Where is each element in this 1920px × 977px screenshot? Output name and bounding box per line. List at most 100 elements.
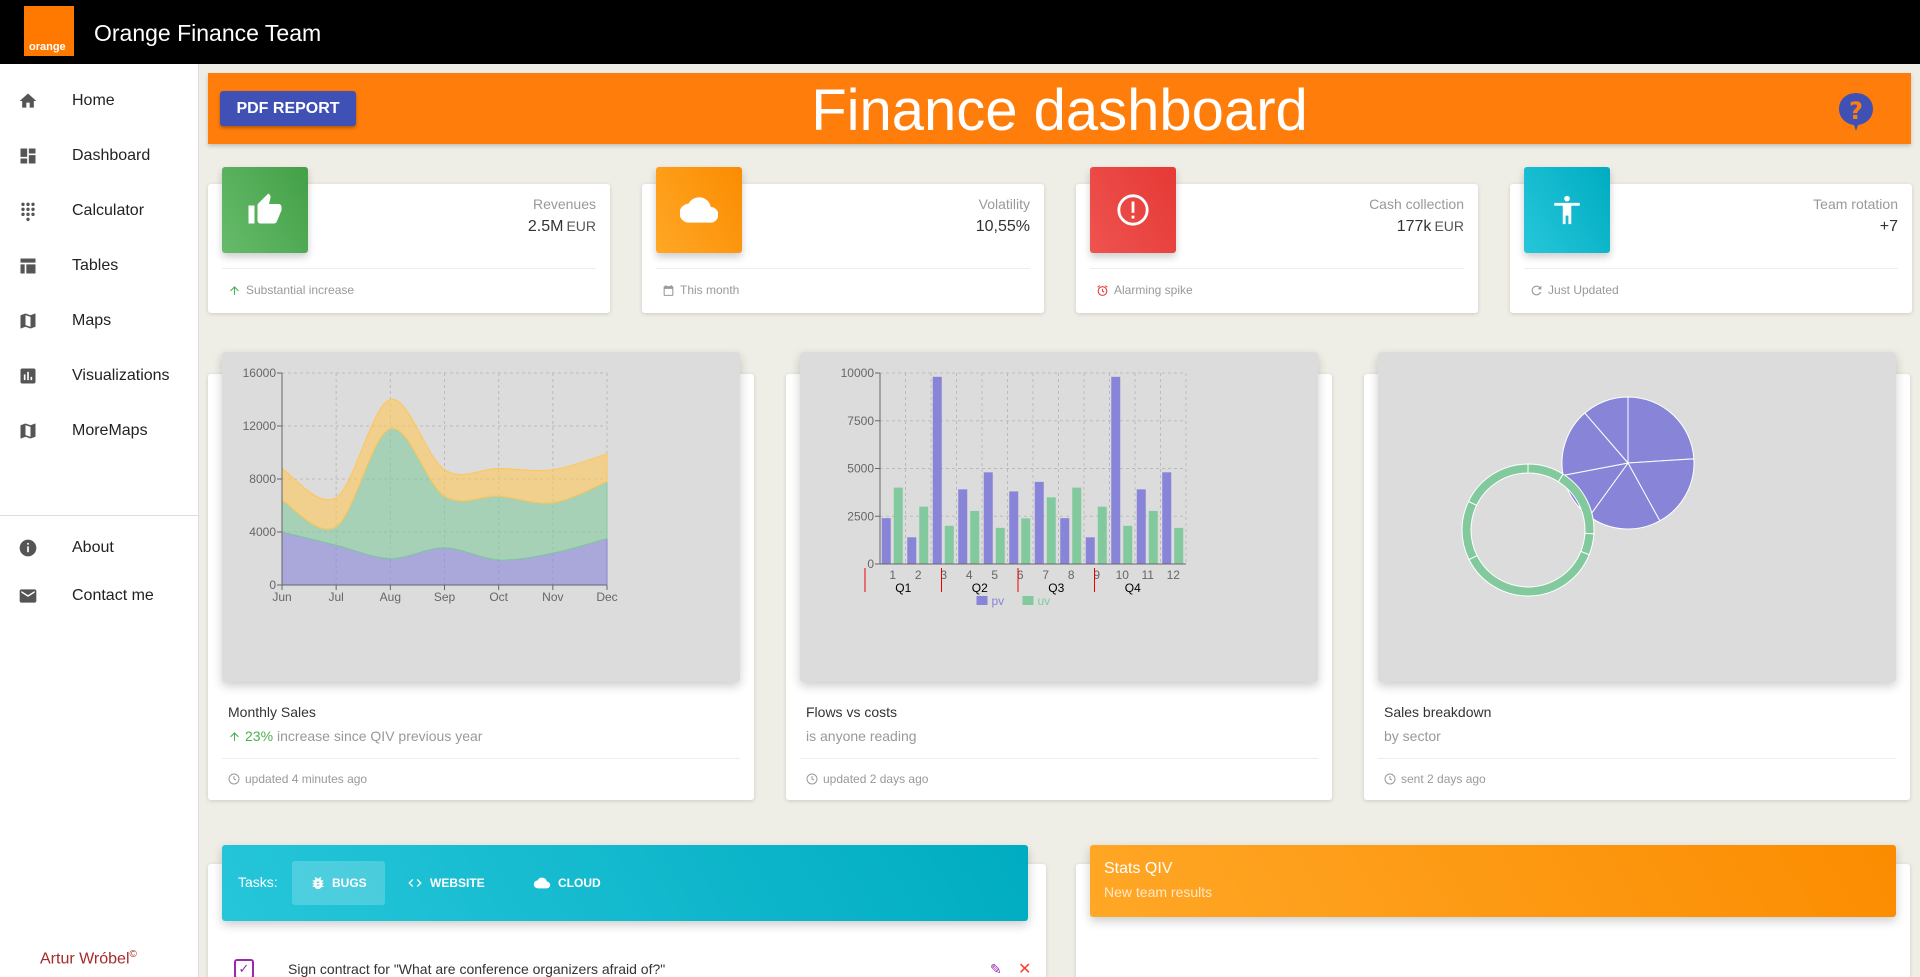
tab-cloud[interactable]: CLOUD: [514, 861, 619, 905]
chart-subtitle-text: by sector: [1384, 728, 1441, 744]
edit-icon[interactable]: ✎: [990, 960, 1002, 977]
chart-footer-text: updated 2 days ago: [823, 772, 929, 786]
bar-pv: [1060, 518, 1070, 564]
stats-qiv-header: Stats QIV New team results: [1090, 845, 1896, 917]
stat-card-team-rotation: Team rotation +7 Just Updated: [1510, 167, 1912, 313]
sidebar-item-visualizations[interactable]: Visualizations: [0, 354, 199, 398]
stat-unit: EUR: [566, 218, 596, 234]
quarter-label: Q1: [895, 581, 911, 595]
x-tick-label: Nov: [542, 590, 563, 604]
table-icon: [20, 258, 36, 274]
sidebar-item-home[interactable]: Home: [0, 79, 199, 123]
divider: [656, 268, 1030, 269]
tasks-header: Tasks: BUGS WEBSITE CLOUD: [222, 845, 1028, 921]
sidebar-item-dashboard[interactable]: Dashboard: [0, 134, 199, 178]
bar-uv: [1123, 525, 1133, 564]
chart-area: 0 2500 5000 7500 10000 1 2 3 4 5 6 7 8 9 10 11 12 Q1 Q2 Q3 Q…: [800, 352, 1318, 682]
bar-uv: [944, 525, 954, 564]
stat-footer-text: Just Updated: [1548, 283, 1619, 297]
bar-uv: [1021, 518, 1031, 564]
divider: [222, 268, 596, 269]
pie-slice: [1527, 463, 1564, 483]
task-text: Sign contract for "What are conference o…: [288, 961, 666, 977]
bar-pv: [1111, 376, 1121, 564]
accessibility-icon: [1554, 195, 1580, 225]
bar-uv: [1097, 506, 1107, 564]
chart-subtitle-pct: 23%: [245, 728, 274, 744]
stat-value: 177k EUR: [1397, 218, 1464, 236]
code-icon: [408, 879, 422, 887]
pie-chart: [1461, 396, 1695, 597]
bar-uv: [1072, 487, 1082, 564]
clock-icon: [228, 773, 240, 785]
stat-number: +7: [1879, 218, 1898, 235]
sidebar-item-label: Visualizations: [72, 367, 170, 384]
y-tick-label: 8000: [249, 472, 276, 486]
bar-pv: [932, 376, 942, 564]
chart-area: [1378, 352, 1896, 682]
help-icon[interactable]: ?: [1837, 91, 1875, 133]
stat-footer: Just Updated: [1530, 283, 1619, 297]
task-checkbox[interactable]: ✓: [234, 959, 254, 977]
quarter-label: Q2: [972, 581, 988, 595]
bar-pv: [1085, 537, 1095, 564]
bar-uv: [970, 510, 980, 564]
sidebar-item-label: About: [72, 539, 114, 556]
x-tick-label: Oct: [489, 590, 508, 604]
pdf-report-button[interactable]: PDF REPORT: [220, 91, 356, 126]
divider: [1524, 268, 1898, 269]
chart-card-sales-breakdown: Sales breakdown by sector sent 2 days ag…: [1364, 352, 1910, 800]
sidebar-item-label: Home: [72, 92, 115, 109]
sidebar-item-about[interactable]: About: [0, 526, 199, 570]
stat-label: Revenues: [532, 196, 596, 212]
sidebar-item-moremaps[interactable]: MoreMaps: [0, 409, 199, 453]
quarter-label: Q3: [1048, 581, 1064, 595]
quarter-label: Q4: [1125, 581, 1141, 595]
pie-slice: [1561, 412, 1629, 477]
clock-icon: [1384, 773, 1396, 785]
stat-label: Volatility: [978, 196, 1030, 212]
bar-pv: [1034, 481, 1044, 564]
bar-pv: [881, 518, 891, 564]
sidebar-item-maps[interactable]: Maps: [0, 299, 199, 343]
x-tick-label: 7: [1042, 568, 1049, 582]
tab-bugs[interactable]: BUGS: [292, 861, 385, 905]
pie-slice: [1627, 396, 1695, 464]
sidebar-item-label: Calculator: [72, 202, 145, 219]
stat-card-volatility: Volatility 10,55% This month: [642, 167, 1044, 313]
orange-logo[interactable]: orange: [24, 6, 74, 56]
cloud-icon: [533, 877, 551, 889]
stat-number: 177k: [1396, 218, 1432, 235]
dialpad-icon: [21, 202, 35, 221]
mail-icon: [19, 589, 37, 603]
x-tick-label: Aug: [380, 590, 401, 604]
pie-slice: [1580, 532, 1595, 556]
sidebar-item-contact[interactable]: Contact me: [0, 574, 199, 618]
update-icon: [1531, 285, 1542, 295]
chart-title: Monthly Sales: [228, 704, 316, 720]
tab-website[interactable]: WEBSITE: [388, 861, 503, 905]
divider: [1378, 758, 1896, 759]
x-tick-label: 8: [1068, 568, 1075, 582]
legend-swatch: [976, 596, 988, 605]
copyright-mark: ©: [129, 949, 137, 960]
stat-number: 2.5M: [527, 218, 564, 235]
close-icon[interactable]: ✕: [1018, 961, 1032, 977]
bar-pv: [1136, 489, 1146, 564]
cloud-icon: [680, 197, 718, 223]
sidebar-item-label: Contact me: [72, 587, 154, 604]
x-tick-label: 6: [1017, 568, 1024, 582]
sidebar-item-calculator[interactable]: Calculator: [0, 189, 199, 233]
stat-footer: Alarming spike: [1096, 283, 1193, 297]
author-credit[interactable]: Artur Wróbel©: [40, 949, 137, 968]
sidebar-item-tables[interactable]: Tables: [0, 244, 199, 288]
stat-footer-text: This month: [680, 283, 740, 297]
divider: [222, 758, 740, 759]
y-tick-label: 2500: [847, 509, 874, 523]
pie-slice: [1468, 550, 1590, 597]
bar-pv: [1162, 472, 1172, 564]
stat-value: 2.5M EUR: [528, 218, 596, 236]
chart-subtitle-text: is anyone reading: [806, 728, 917, 744]
x-tick-label: Dec: [596, 590, 617, 604]
stats-qiv-title: Stats QIV: [1104, 860, 1173, 877]
